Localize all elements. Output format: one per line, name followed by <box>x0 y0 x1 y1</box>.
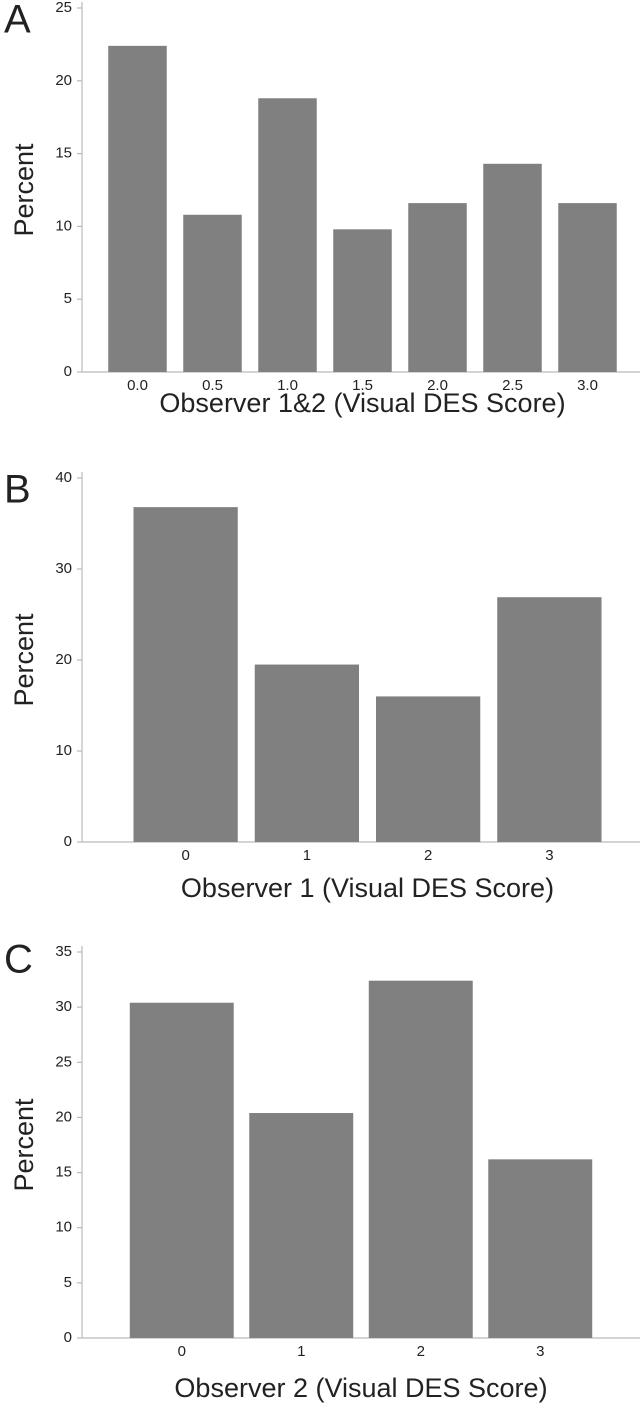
x-axis-title: Observer 1&2 (Visual DES Score) <box>159 388 565 418</box>
y-tick-label: 5 <box>64 290 72 307</box>
x-tick-label: 3.0 <box>577 377 598 394</box>
bar <box>368 980 473 1338</box>
bar <box>408 203 467 372</box>
y-tick-label: 0 <box>64 1329 72 1346</box>
x-tick-label: 1 <box>303 847 311 864</box>
y-tick-label: 15 <box>55 145 72 162</box>
x-tick-label: 1.5 <box>352 377 373 394</box>
y-tick-label: 20 <box>55 1108 72 1125</box>
bar <box>249 1113 354 1338</box>
y-tick-label: 10 <box>55 742 72 759</box>
bar <box>183 214 242 372</box>
panel-label: C <box>4 940 33 982</box>
x-tick-label: 1.0 <box>277 377 298 394</box>
bar <box>333 229 392 372</box>
bar <box>108 45 167 373</box>
bar <box>483 163 542 372</box>
bar <box>558 203 617 372</box>
x-tick-label: 2.5 <box>502 377 523 394</box>
x-tick-label: 1 <box>297 1343 305 1360</box>
y-tick-label: 25 <box>55 0 72 16</box>
bar <box>129 1002 234 1338</box>
bar <box>254 664 360 842</box>
y-tick-label: 10 <box>55 217 72 234</box>
y-axis-title: Percent <box>9 1098 39 1192</box>
x-tick-label: 2 <box>424 847 432 864</box>
bar <box>497 597 602 842</box>
chart: C Percent Observer 2 (Visual DES Score) 0 5 1… <box>4 940 640 1403</box>
x-axis-title: Observer 1 (Visual DES Score) <box>181 873 554 903</box>
y-tick-label: 25 <box>55 1053 72 1070</box>
bar <box>488 1159 593 1338</box>
x-tick-label: 0.5 <box>202 377 223 394</box>
bar <box>375 696 481 842</box>
x-tick-label: 0.0 <box>127 377 148 394</box>
y-tick-label: 10 <box>55 1219 72 1236</box>
x-axis-title: Observer 2 (Visual DES Score) <box>174 1373 547 1403</box>
x-tick-label: 0 <box>178 1343 186 1360</box>
y-tick-label: 15 <box>55 1164 72 1181</box>
bar <box>133 507 238 842</box>
y-tick-label: 5 <box>64 1274 72 1291</box>
y-axis-title: Percent <box>9 143 39 237</box>
y-tick-label: 20 <box>55 651 72 668</box>
x-tick-label: 2.0 <box>427 377 448 394</box>
y-axis-title: Percent <box>9 613 39 707</box>
x-tick-label: 2 <box>417 1343 425 1360</box>
panel-label: A <box>4 0 31 42</box>
y-tick-label: 40 <box>55 470 72 486</box>
x-tick-label: 0 <box>181 847 189 864</box>
panel-label: B <box>4 470 31 512</box>
bar <box>258 98 317 372</box>
y-tick-label: 0 <box>64 363 72 380</box>
y-tick-label: 30 <box>55 998 72 1015</box>
x-tick-label: 3 <box>536 1343 544 1360</box>
y-tick-label: 0 <box>64 833 72 850</box>
y-tick-label: 20 <box>55 72 72 89</box>
y-tick-label: 30 <box>55 560 72 577</box>
x-tick-label: 3 <box>545 847 553 864</box>
y-tick-label: 35 <box>55 943 72 960</box>
